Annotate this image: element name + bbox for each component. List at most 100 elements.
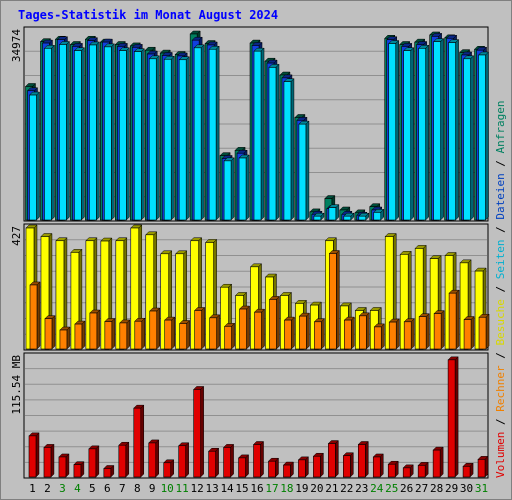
bar-seiten-day-6 [103,43,115,221]
bar-rechner-day-3 [59,326,71,350]
bar-seiten-day-16 [253,47,265,221]
legend-text: Volumen / Rechner / Besuche / Seiten / D… [494,100,507,478]
bar-seiten-day-26 [403,47,415,221]
day-label: 25 [385,482,398,495]
bar-seiten-day-27 [418,44,430,221]
legend-item-anfragen: Anfragen [494,100,507,153]
bar-rechner-day-28 [433,309,445,350]
day-label: 14 [220,482,234,495]
ytick-label-top: 34974 [10,29,23,62]
bar-volumen-day-12 [193,385,205,478]
series-legend: Volumen / Rechner / Besuche / Seiten / D… [494,100,507,478]
bar-volumen-day-27 [417,461,429,478]
day-label: 23 [355,482,368,495]
bar-volumen-day-11 [178,442,190,478]
day-label: 24 [370,482,384,495]
bar-rechner-day-25 [388,318,400,350]
bar-volumen-day-18 [282,461,295,478]
day-label: 1 [29,482,36,495]
bar-seiten-day-21 [328,203,340,221]
day-label: 26 [400,482,413,495]
day-label: 22 [340,482,353,495]
bar-rechner-day-11 [179,319,191,350]
bar-volumen-day-13 [208,447,220,478]
bar-volumen-day-8 [133,404,145,478]
bar-rechner-day-23 [358,312,370,350]
bar-seiten-day-4 [73,47,86,221]
bar-seiten-day-15 [238,154,250,221]
bar-seiten-day-1 [28,91,41,221]
day-label: 6 [104,482,111,495]
bar-rechner-day-30 [463,315,475,350]
day-label: 8 [134,482,141,495]
bar-seiten-day-22 [343,212,355,221]
bar-volumen-day-15 [237,454,250,478]
bar-rechner-day-18 [283,316,296,350]
day-label: 18 [280,482,293,495]
bar-rechner-day-31 [478,313,490,350]
bar-seiten-day-13 [208,45,220,221]
bar-rechner-day-1 [29,281,41,350]
bar-seiten-day-11 [178,56,190,221]
legend-item-besuche: Besuche [494,299,507,345]
bar-seiten-day-5 [88,41,100,221]
bar-rechner-day-26 [403,318,415,350]
bar-rechner-day-15 [238,305,251,350]
day-label: 7 [119,482,126,495]
day-label: 9 [149,482,156,495]
legend-separator: / [494,153,507,173]
day-label: 27 [415,482,428,495]
legend-separator: / [494,279,507,299]
bar-seiten-day-3 [58,40,71,221]
bar-seiten-day-18 [283,78,295,221]
legend-item-seiten: Seiten [494,240,507,280]
day-label: 21 [325,482,338,495]
bar-rechner-day-16 [253,308,266,350]
bar-rechner-day-9 [149,307,161,350]
bar-volumen-day-1 [28,432,40,478]
day-label: 19 [295,482,308,495]
day-label: 12 [191,482,204,495]
bar-rechner-day-21 [328,249,340,350]
bar-volumen-day-21 [327,439,339,478]
day-label: 16 [250,482,263,495]
legend-separator: / [494,412,507,432]
legend-item-rechner: Rechner [494,365,507,412]
ytick-label-middle: 427 [10,226,23,246]
bar-volumen-day-9 [148,439,160,478]
bar-seiten-day-28 [433,38,445,221]
bar-seiten-day-24 [373,208,385,221]
bar-rechner-day-29 [448,289,460,350]
bar-rechner-day-10 [164,316,176,350]
ytick-label-bottom: 115.54 MB [10,355,23,415]
bar-seiten-day-17 [268,63,280,221]
bar-seiten-day-7 [118,47,130,221]
legend-item-dateien: Dateien [494,173,507,219]
bar-seiten-day-12 [193,44,205,221]
bar-volumen-day-7 [118,441,130,478]
day-label: 2 [44,482,51,495]
bar-volumen-day-22 [342,452,354,478]
day-label: 13 [205,482,218,495]
bar-rechner-day-19 [298,312,311,350]
bar-seiten-day-29 [447,38,460,221]
bar-volumen-day-23 [357,440,369,478]
bar-volumen-day-4 [73,461,85,478]
day-label: 11 [176,482,189,495]
bar-rechner-day-14 [223,322,236,350]
day-label: 17 [265,482,278,495]
day-label: 31 [475,482,488,495]
legend-separator: / [494,346,507,366]
bar-seiten-day-2 [43,44,56,221]
bar-seiten-day-20 [313,212,325,221]
bar-volumen-day-5 [88,445,100,478]
bar-seiten-day-19 [298,120,310,221]
bar-besuche-day-3 [55,237,68,350]
bar-rechner-day-13 [209,314,221,350]
bar-rechner-day-5 [89,309,101,350]
bar-seiten-day-31 [477,51,490,221]
bar-rechner-day-4 [74,320,86,350]
bar-volumen-day-25 [387,460,399,478]
bar-rechner-day-7 [119,319,131,350]
bar-rechner-day-2 [44,315,56,350]
